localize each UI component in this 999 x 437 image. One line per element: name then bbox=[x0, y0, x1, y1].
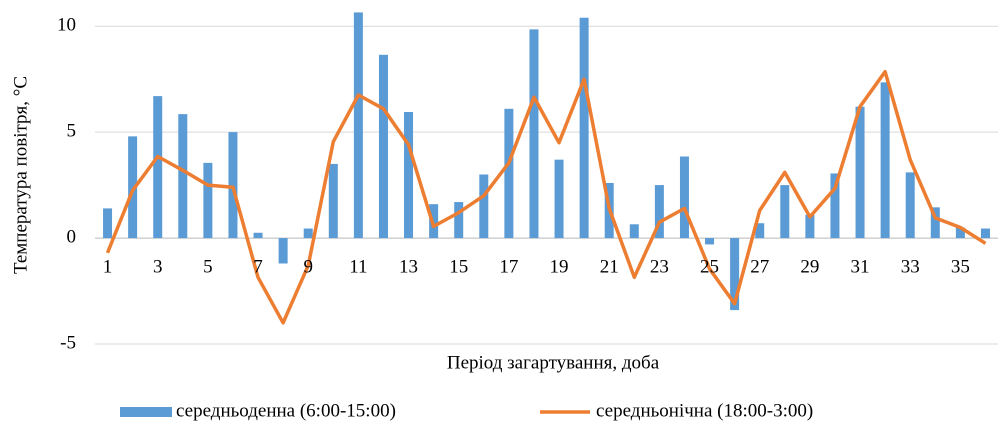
bar bbox=[103, 208, 113, 239]
x-tick-label: 29 bbox=[800, 256, 819, 277]
bar bbox=[228, 132, 238, 239]
x-tick-label: 25 bbox=[700, 256, 719, 277]
bar bbox=[805, 214, 815, 239]
bar bbox=[178, 114, 188, 239]
bar bbox=[479, 174, 489, 239]
x-tick-label: 35 bbox=[951, 256, 970, 277]
bar bbox=[504, 108, 514, 239]
y-tick-label: 10 bbox=[57, 15, 76, 36]
x-tick-label: 27 bbox=[750, 256, 769, 277]
x-tick-label: 33 bbox=[901, 256, 920, 277]
bar bbox=[905, 172, 915, 239]
bar bbox=[629, 224, 639, 239]
legend-label: середньонічна (18:00-3:00) bbox=[596, 400, 813, 421]
bar bbox=[554, 159, 564, 239]
y-axis-title: Температура повітря, °С bbox=[10, 76, 31, 274]
bar bbox=[654, 185, 664, 239]
bar bbox=[855, 106, 865, 239]
bar bbox=[679, 156, 689, 239]
bar bbox=[730, 238, 740, 311]
x-tick-label: 15 bbox=[449, 256, 468, 277]
bar bbox=[705, 238, 715, 245]
bar bbox=[955, 227, 965, 239]
bar bbox=[529, 29, 539, 239]
y-tick-label: 5 bbox=[67, 120, 77, 141]
x-tick-label: 19 bbox=[550, 256, 569, 277]
bar bbox=[153, 96, 163, 239]
x-tick-label: 13 bbox=[399, 256, 418, 277]
x-tick-label: 17 bbox=[499, 256, 518, 277]
bar bbox=[980, 228, 990, 239]
x-tick-label: 23 bbox=[650, 256, 669, 277]
x-tick-label: 5 bbox=[203, 256, 213, 277]
x-tick-label: 11 bbox=[349, 256, 367, 277]
bar bbox=[253, 232, 263, 239]
bar bbox=[830, 173, 840, 239]
bar bbox=[278, 238, 288, 264]
x-tick-label: 31 bbox=[851, 256, 870, 277]
bar bbox=[880, 82, 890, 239]
bar bbox=[930, 207, 940, 239]
bar bbox=[328, 163, 338, 239]
y-tick-label: 0 bbox=[67, 226, 77, 247]
bar bbox=[404, 111, 414, 239]
x-tick-label: 21 bbox=[600, 256, 619, 277]
x-tick-label: 7 bbox=[253, 256, 263, 277]
y-tick-label: -5 bbox=[60, 332, 76, 353]
bar bbox=[128, 136, 138, 239]
x-tick-label: 3 bbox=[153, 256, 163, 277]
legend-label: середньоденна (6:00-15:00) bbox=[176, 400, 396, 421]
line bbox=[105, 69, 987, 325]
bar bbox=[579, 17, 589, 239]
legend-swatch bbox=[120, 407, 172, 417]
x-tick-label: 9 bbox=[303, 256, 313, 277]
bar bbox=[203, 162, 213, 239]
bar bbox=[780, 185, 790, 239]
bar bbox=[454, 202, 464, 239]
x-tick-label: 1 bbox=[103, 256, 113, 277]
x-axis-title: Період загартування, доба bbox=[447, 352, 660, 373]
bar bbox=[755, 223, 765, 239]
bar bbox=[303, 228, 313, 239]
bar bbox=[378, 54, 388, 239]
bar bbox=[353, 12, 363, 239]
